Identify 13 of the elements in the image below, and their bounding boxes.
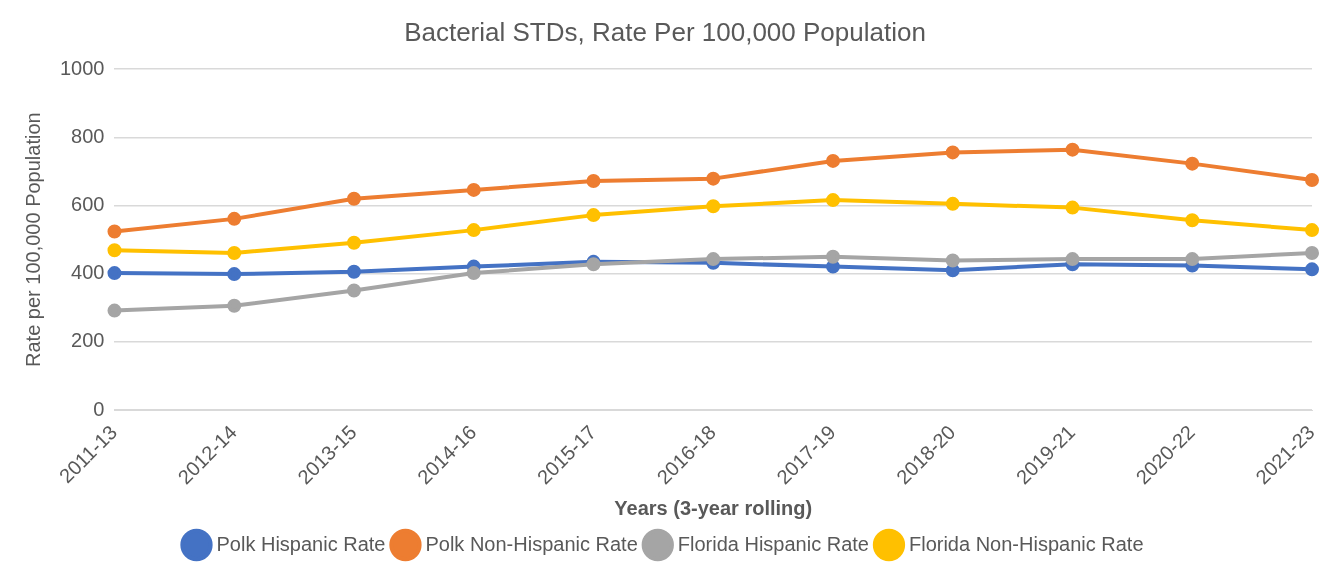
y-axis-title: Rate per 100,000 Population xyxy=(21,112,44,367)
y-tick-label: 1000 xyxy=(59,56,105,79)
legend-label: Polk Non-Hispanic Rate xyxy=(425,532,638,555)
y-tick-label: 200 xyxy=(71,329,105,352)
chart-title: Bacterial STDs, Rate Per 100,000 Population xyxy=(404,16,926,47)
y-tick-label: 0 xyxy=(93,397,105,420)
x-axis-title: Years (3-year rolling) xyxy=(614,496,813,519)
y-tick-label: 600 xyxy=(71,193,105,216)
legend-label: Florida Non-Hispanic Rate xyxy=(908,532,1144,555)
y-tick-label: 800 xyxy=(71,124,105,147)
y-tick-label: 400 xyxy=(71,261,105,284)
legend-label: Polk Hispanic Rate xyxy=(216,532,386,555)
legend-label: Florida Hispanic Rate xyxy=(677,532,869,555)
